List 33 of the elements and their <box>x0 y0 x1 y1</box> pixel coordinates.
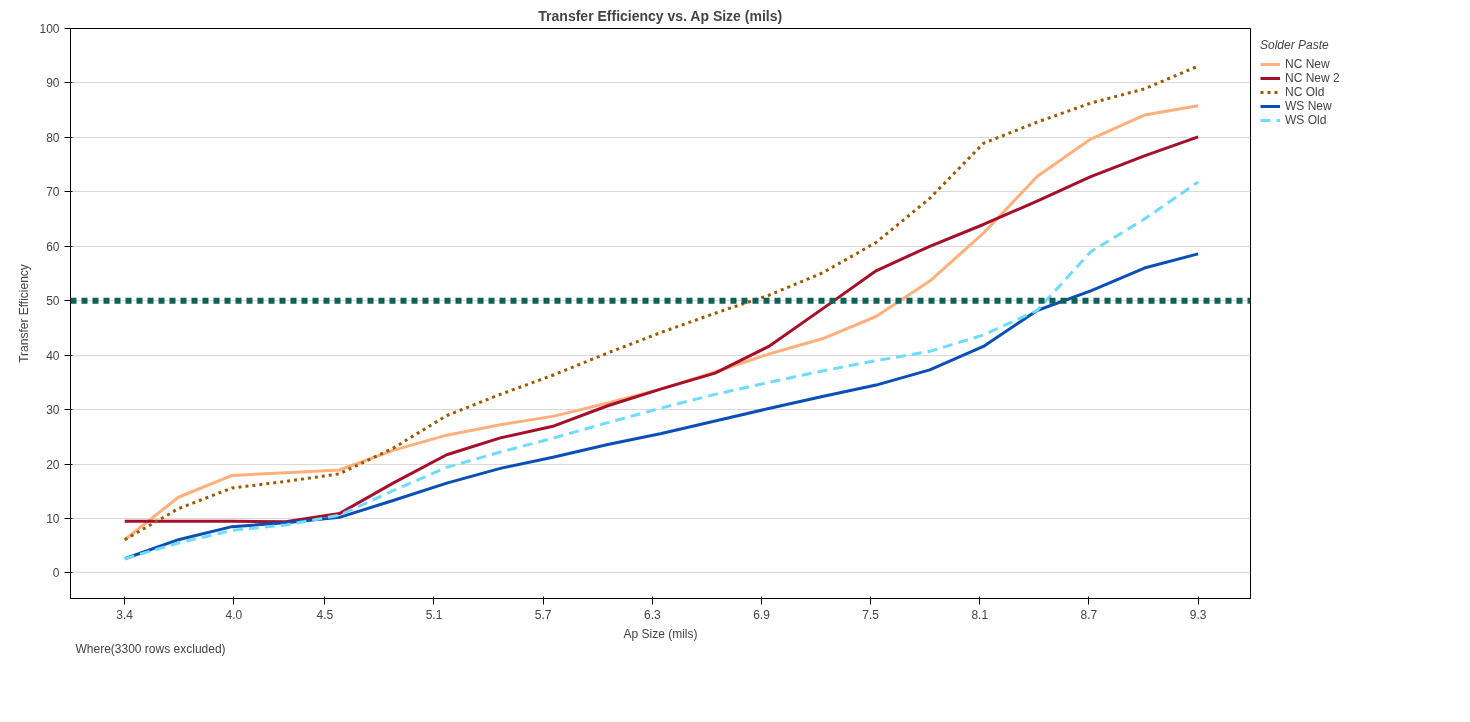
y-tick-label: 20 <box>46 457 60 472</box>
y-tick-label: 60 <box>46 239 60 254</box>
x-tick-label: 8.1 <box>971 607 989 622</box>
y-tick-label: 10 <box>46 511 60 526</box>
y-tick-label: 100 <box>39 22 60 36</box>
y-tick-label: 0 <box>52 566 60 581</box>
legend-label: NC New <box>1285 57 1330 71</box>
y-tick-label: 50 <box>46 294 60 309</box>
x-axis-title: Ap Size (mils) <box>623 626 698 641</box>
line-series <box>123 180 1200 561</box>
y-tick-label: 70 <box>46 185 60 200</box>
legend-label: NC Old <box>1285 85 1325 99</box>
chart-title: Transfer Efficiency vs. Ap Size (mils) <box>538 7 783 24</box>
y-axis-title: Transfer Efficiency <box>17 264 32 363</box>
text: Where(3300 rows excluded) <box>75 641 226 656</box>
legend-label: NC New 2 <box>1285 71 1340 85</box>
x-tick-label: 8.7 <box>1080 607 1098 622</box>
legend-label: WS New <box>1285 99 1332 113</box>
y-tick-label: 40 <box>46 348 60 363</box>
x-tick-label: 6.3 <box>643 607 661 622</box>
x-tick-label: 4.5 <box>316 607 334 622</box>
y-tick-label: 90 <box>46 76 60 91</box>
x-tick-label: 4.0 <box>225 607 243 622</box>
x-tick-label: 5.1 <box>425 607 443 622</box>
x-tick-label: 6.9 <box>753 607 771 622</box>
x-tick-label: 9.3 <box>1189 607 1207 622</box>
legend-label: WS Old <box>1285 113 1327 127</box>
x-tick-label: 5.7 <box>534 607 552 622</box>
y-tick-label: 30 <box>46 403 60 418</box>
legend-title: Solder Paste <box>1260 38 1330 52</box>
y-tick-label: 80 <box>46 130 60 145</box>
x-tick-label: 3.4 <box>116 607 134 622</box>
x-tick-label: 7.5 <box>862 607 880 622</box>
